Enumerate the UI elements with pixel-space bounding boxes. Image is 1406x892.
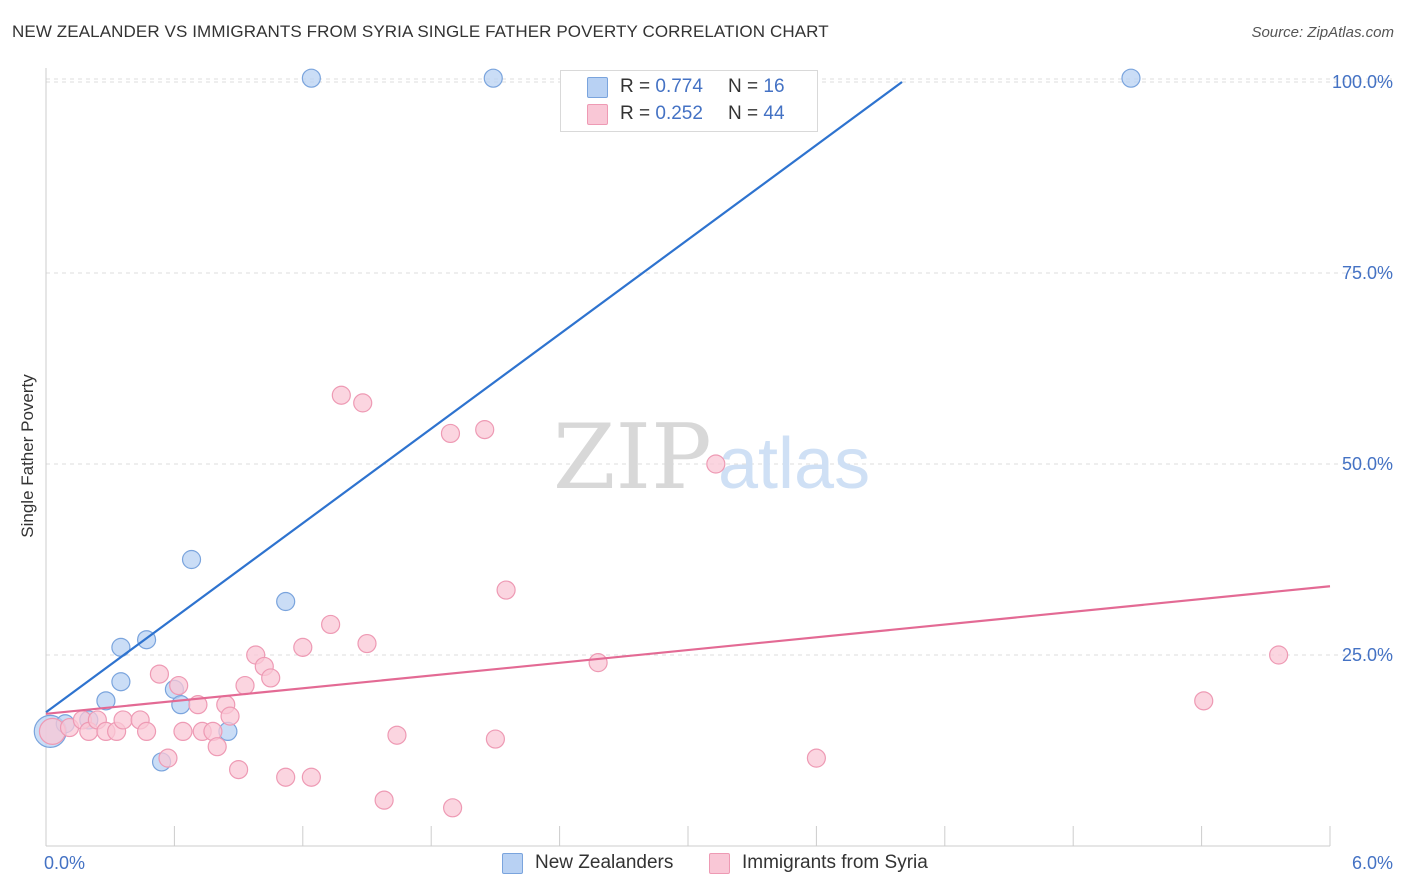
point-syria: [588, 653, 608, 673]
legend-swatch-pink: [587, 103, 608, 125]
point-new-zealanders: [181, 549, 202, 570]
legend-item-syria: Immigrants from Syria: [709, 852, 928, 874]
legend-n-text: N = 16: [728, 76, 785, 97]
legend-label: Immigrants from Syria: [742, 852, 928, 873]
point-new-zealanders: [111, 672, 131, 692]
point-syria: [261, 668, 281, 688]
legend-swatch-blue: [587, 76, 608, 98]
point-syria: [353, 393, 373, 413]
point-syria: [169, 675, 189, 696]
point-syria: [1194, 691, 1214, 711]
trend-line-new-zealanders: [45, 81, 903, 714]
point-syria: [293, 637, 313, 657]
point-syria: [1269, 645, 1289, 665]
correlation-legend: R = 0.774 N = 16 R = 0.252 N = 44: [560, 70, 818, 132]
point-new-zealanders: [96, 691, 116, 711]
point-syria: [235, 675, 255, 696]
watermark: ZIP atlas: [553, 405, 870, 510]
point-syria: [331, 385, 351, 405]
point-syria: [220, 706, 240, 726]
point-syria: [387, 725, 407, 745]
point-syria: [706, 454, 726, 474]
point-syria: [475, 420, 495, 440]
x-tick-label: 6.0%: [1352, 853, 1393, 873]
point-syria: [158, 748, 178, 768]
y-tick-label: 50.0%: [1342, 454, 1393, 474]
point-syria: [136, 721, 157, 742]
legend-r-value: 0.774: [655, 76, 703, 97]
point-syria: [113, 710, 133, 730]
point-new-zealanders: [483, 68, 503, 88]
point-syria: [440, 423, 461, 444]
legend-r-text: R = 0.252: [620, 103, 703, 124]
legend-r-value: 0.252: [655, 103, 703, 124]
grid-lines: [46, 78, 1392, 656]
point-syria: [374, 790, 394, 810]
point-syria: [207, 737, 227, 757]
point-syria: [173, 721, 193, 742]
legend-item-new-zealanders: New Zealanders: [502, 852, 673, 874]
legend-swatch-blue: [502, 852, 523, 874]
point-syria: [485, 729, 505, 749]
y-tick-label: 75.0%: [1342, 263, 1393, 283]
trend-lines: [45, 81, 1331, 715]
chart-title: NEW ZEALANDER VS IMMIGRANTS FROM SYRIA S…: [12, 22, 829, 41]
x-tick-label: 0.0%: [44, 853, 85, 873]
point-syria: [806, 748, 827, 768]
legend-n-value: 16: [763, 76, 785, 97]
y-tick-label: 100.0%: [1332, 72, 1393, 92]
legend-label: New Zealanders: [535, 852, 674, 873]
legend-n-text: N = 44: [728, 103, 785, 124]
point-new-zealanders: [301, 68, 321, 88]
watermark-atlas: atlas: [718, 424, 870, 504]
legend-n-value: 44: [763, 103, 785, 124]
point-syria: [321, 614, 341, 635]
series-legend: New Zealanders Immigrants from Syria: [0, 852, 1406, 876]
point-syria: [276, 767, 296, 787]
point-new-zealanders: [276, 591, 296, 612]
point-syria: [357, 633, 377, 654]
y-tick-label: 25.0%: [1342, 645, 1393, 665]
data-points: [33, 68, 1289, 818]
point-syria: [149, 664, 170, 684]
tick-labels: 25.0% 50.0% 75.0% 100.0% 0.0% 6.0%: [44, 72, 1393, 873]
watermark-zip: ZIP: [553, 405, 712, 510]
point-new-zealanders: [1121, 68, 1141, 88]
trend-line-syria: [45, 585, 1331, 715]
legend-r-text: R = 0.774: [620, 76, 703, 97]
point-syria: [443, 798, 463, 818]
point-new-zealanders: [171, 695, 191, 715]
legend-swatch-pink: [709, 852, 730, 874]
point-syria: [301, 767, 321, 787]
source-label: Source: ZipAtlas.com: [1251, 24, 1394, 41]
point-syria: [496, 580, 516, 600]
point-syria: [229, 759, 249, 780]
